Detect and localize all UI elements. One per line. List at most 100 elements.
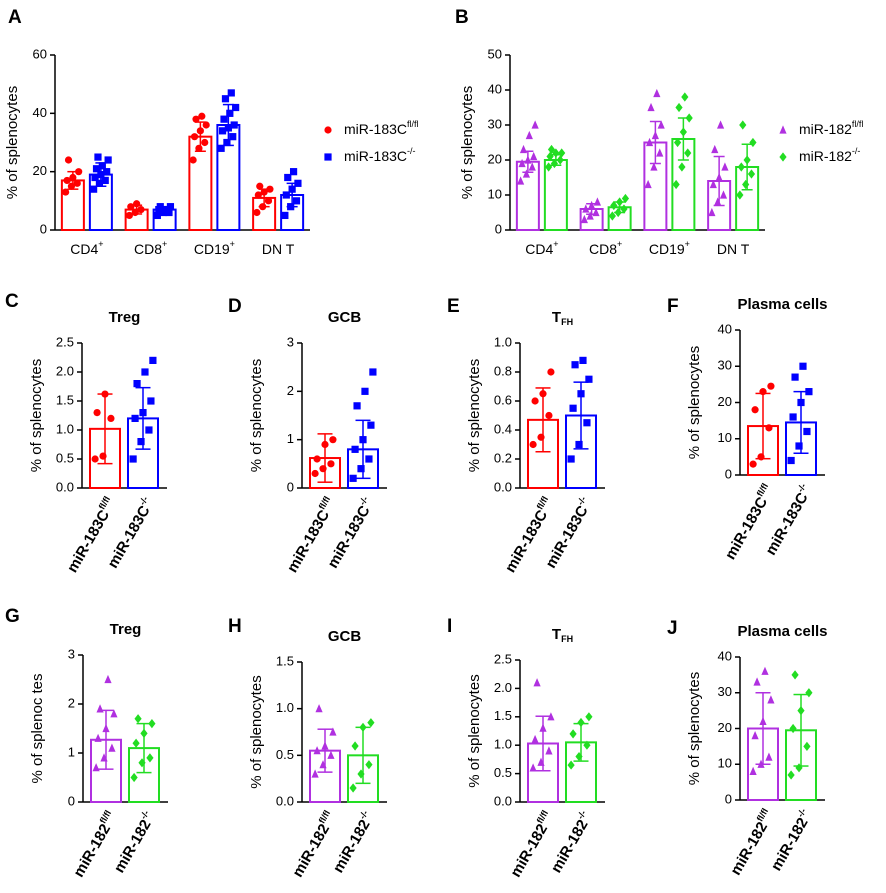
data-point	[685, 113, 693, 123]
y-tick-label: 0.5	[276, 747, 294, 762]
data-point	[571, 361, 579, 369]
data-point	[522, 169, 531, 178]
data-point	[528, 162, 536, 171]
error-bar	[573, 722, 589, 762]
data-point	[327, 460, 335, 468]
data-point	[367, 718, 375, 728]
y-tick-label: 1.0	[276, 700, 294, 715]
data-point	[716, 120, 725, 129]
data-point	[327, 750, 335, 759]
error-bar	[286, 182, 298, 208]
data-point	[94, 153, 102, 161]
data-point	[583, 740, 591, 750]
data-point	[92, 165, 101, 173]
data-point	[220, 115, 228, 123]
x-tick-label-main: miR-183C	[762, 490, 811, 559]
y-tick-label: 40	[488, 81, 502, 96]
error-bar	[159, 205, 171, 214]
data-point	[361, 387, 369, 395]
legend-label: miR-182-/-	[799, 146, 860, 163]
data-point	[353, 402, 361, 410]
y-tick-label: 3	[287, 334, 294, 349]
x-tick-label-sup: +	[553, 239, 558, 249]
legend-label: miR-183C-/-	[344, 146, 416, 163]
data-point	[787, 770, 795, 780]
y-tick-label: 2	[68, 695, 75, 710]
error-bar	[194, 121, 206, 152]
data-point	[799, 362, 807, 370]
data-point	[684, 148, 692, 158]
y-tick-label: 30	[718, 358, 732, 373]
data-point	[232, 103, 240, 112]
data-point	[369, 368, 377, 376]
x-tick-label-main: miR-183C	[104, 503, 153, 572]
chart-title-main: GCB	[328, 309, 362, 326]
y-tick-label: 1.5	[56, 392, 74, 407]
data-point	[281, 211, 289, 220]
legend-marker	[779, 152, 787, 162]
data-point	[673, 137, 682, 148]
error-bar	[136, 722, 152, 774]
panel-letter: H	[228, 616, 242, 637]
y-tick-label: 30	[718, 684, 732, 699]
data-point	[329, 436, 337, 444]
y-tick-label: 0.4	[494, 421, 512, 436]
data-point	[349, 783, 357, 793]
data-point	[365, 760, 373, 770]
data-point	[577, 717, 585, 728]
x-tick-label-main: miR-183C	[284, 507, 333, 576]
x-tick-label: CD8+	[589, 239, 622, 256]
chart-title: Plasma cells	[737, 623, 827, 640]
data-point	[98, 162, 106, 170]
y-tick-label: 0.0	[276, 793, 294, 808]
chart-title: GCB	[328, 628, 362, 645]
y-tick-label: 0.0	[56, 479, 74, 494]
data-point	[585, 375, 593, 383]
error-bar	[258, 188, 270, 208]
y-tick-label: 0.5	[494, 765, 512, 780]
data-point	[256, 182, 264, 190]
data-point	[110, 709, 118, 718]
error-bar	[535, 387, 551, 453]
data-point	[227, 89, 235, 97]
data-point	[791, 373, 799, 381]
data-point	[650, 162, 658, 171]
data-point	[149, 356, 157, 364]
panel-letter: D	[228, 296, 242, 317]
x-tick-label-sup: +	[617, 239, 622, 249]
y-tick-label: 60	[33, 46, 47, 61]
error-bar	[755, 692, 771, 765]
legend-marker	[779, 125, 787, 134]
error-bar	[95, 162, 107, 187]
legend-label-main: miR-183C	[344, 121, 407, 137]
y-tick-label: 20	[718, 394, 732, 409]
legend-label-sup: fl/fl	[852, 119, 864, 129]
data-point	[645, 137, 654, 147]
x-tick-label: miR-183C-/-	[323, 495, 378, 572]
data-point	[189, 156, 197, 164]
error-bar	[222, 103, 234, 147]
data-point	[218, 127, 227, 135]
data-point	[517, 176, 525, 185]
data-point	[585, 712, 593, 722]
error-bar	[135, 386, 151, 450]
panel-letter: C	[5, 291, 19, 312]
data-point	[547, 368, 555, 376]
y-tick-label: 20	[33, 163, 47, 178]
x-tick-label-main: CD19	[649, 241, 685, 257]
data-point	[621, 193, 630, 204]
x-tick-label: miR-182-/-	[328, 809, 378, 876]
data-point	[229, 133, 237, 141]
data-point	[289, 168, 298, 176]
y-axis-label: % of splenocytes	[466, 674, 483, 787]
error-bar	[355, 726, 371, 785]
data-point	[767, 695, 775, 704]
data-point	[529, 440, 537, 449]
data-point	[789, 413, 797, 421]
data-point	[153, 211, 161, 220]
data-point	[709, 179, 717, 189]
x-tick-label-sup: +	[98, 239, 103, 249]
data-point	[708, 207, 716, 217]
data-point	[545, 411, 553, 420]
legend-marker	[324, 126, 332, 134]
